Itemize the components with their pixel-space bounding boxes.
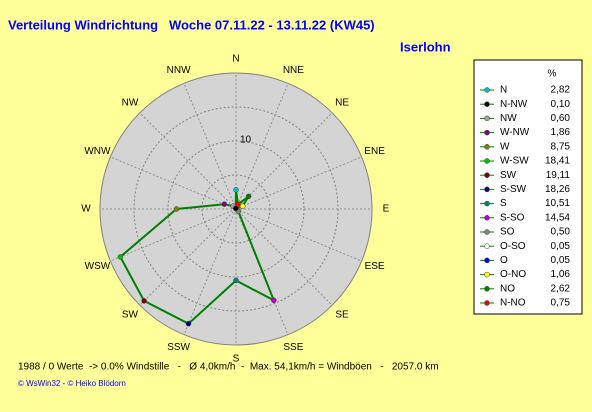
direction-label: ESE xyxy=(365,261,385,272)
legend-marker xyxy=(484,101,490,107)
direction-label: NE xyxy=(335,98,349,109)
spoke xyxy=(235,83,289,210)
legend-name: S-SO xyxy=(500,212,525,223)
legend-marker xyxy=(484,158,490,164)
radar-point xyxy=(117,254,124,260)
spoke xyxy=(139,112,237,210)
legend-name: N xyxy=(500,85,507,96)
spoke xyxy=(235,208,362,262)
direction-label: WSW xyxy=(85,261,111,272)
radar-point xyxy=(271,297,277,304)
chart-title: Verteilung Windrichtung Woche 07.11.22 -… xyxy=(8,17,375,32)
chart-subtitle: Iserlohn xyxy=(400,39,451,54)
legend-marker xyxy=(484,257,490,264)
legend-marker xyxy=(484,300,490,306)
radar-point xyxy=(245,193,252,200)
radar-point xyxy=(173,206,180,212)
direction-label: WNW xyxy=(84,146,111,157)
radar-point xyxy=(233,277,239,284)
legend-value: 19,11 xyxy=(546,170,571,181)
spoke xyxy=(183,83,237,210)
legend-name: S xyxy=(500,198,507,209)
legend-marker xyxy=(484,186,490,193)
direction-label: E xyxy=(383,204,390,215)
legend-name: N-NW xyxy=(500,99,528,110)
legend-name: N-NO xyxy=(500,298,526,309)
radar-point xyxy=(233,187,239,193)
legend-name: W-SW xyxy=(500,156,529,167)
legend-marker xyxy=(484,271,490,278)
direction-label: W xyxy=(81,204,91,215)
legend-name: O xyxy=(500,255,508,266)
legend-value: 1,86 xyxy=(551,127,571,138)
direction-label: N xyxy=(232,54,239,65)
legend-marker xyxy=(484,115,490,122)
legend-marker xyxy=(484,129,490,136)
legend-value: 2,62 xyxy=(551,283,571,294)
spoke xyxy=(110,208,237,262)
legend-marker xyxy=(484,286,490,292)
radar-point xyxy=(185,320,192,327)
legend-marker xyxy=(484,215,490,221)
legend-value: 1,06 xyxy=(551,269,571,280)
legend-value: 10,51 xyxy=(545,198,570,209)
legend-name: S-SW xyxy=(500,184,527,195)
legend-name: NW xyxy=(500,113,517,124)
spoke xyxy=(235,112,333,210)
r-tick-label: 10 xyxy=(240,135,252,146)
legend-value: 8,75 xyxy=(551,141,571,152)
legend-value: 0,05 xyxy=(551,255,571,266)
credit: © WsWin32 - © Heiko Blödorn xyxy=(18,379,126,388)
legend-marker xyxy=(484,243,490,249)
legend-name: SW xyxy=(500,170,517,181)
footer: 1988 / 0 Werte -> 0.0% Windstille - Ø 4,… xyxy=(18,362,439,373)
legend-value: 0,60 xyxy=(551,113,571,124)
radar-point xyxy=(232,205,239,212)
direction-label: NNE xyxy=(283,65,304,76)
legend-name: W xyxy=(500,141,510,152)
legend-marker xyxy=(484,87,490,93)
spoke xyxy=(183,208,237,335)
spoke xyxy=(235,208,333,306)
direction-label: S xyxy=(233,354,240,365)
legend-marker xyxy=(484,172,490,178)
legend-name: O-SO xyxy=(500,241,526,252)
direction-label: SSE xyxy=(283,342,303,353)
direction-label: NW xyxy=(122,98,139,109)
legend-value: 18,41 xyxy=(545,156,570,167)
radar-point xyxy=(141,298,147,304)
legend-name: SO xyxy=(500,227,515,238)
legend-marker xyxy=(484,200,490,207)
direction-label: SSW xyxy=(167,342,190,353)
legend-name: O-NO xyxy=(500,269,526,280)
direction-label: ENE xyxy=(364,146,385,157)
radar-point xyxy=(239,203,246,209)
legend-marker xyxy=(484,144,490,150)
legend-value: 2,82 xyxy=(551,85,571,96)
direction-label: NNW xyxy=(167,65,191,76)
legend-name: W-NW xyxy=(500,127,530,138)
spoke xyxy=(110,156,237,210)
legend-name: NO xyxy=(500,283,515,294)
legend-value: 14,54 xyxy=(545,212,570,223)
direction-label: SE xyxy=(335,310,349,321)
direction-label: SW xyxy=(122,310,139,321)
legend-value: 0,75 xyxy=(551,298,571,309)
legend-box xyxy=(473,59,583,315)
legend-header: % xyxy=(548,69,557,80)
legend-marker xyxy=(484,229,490,235)
legend-value: 0,05 xyxy=(551,241,571,252)
legend-value: 0,10 xyxy=(551,99,571,110)
radar-point xyxy=(221,201,228,207)
legend-value: 18,26 xyxy=(545,184,570,195)
spoke xyxy=(235,156,362,210)
spoke xyxy=(139,208,237,306)
legend-value: 0,50 xyxy=(551,227,571,238)
